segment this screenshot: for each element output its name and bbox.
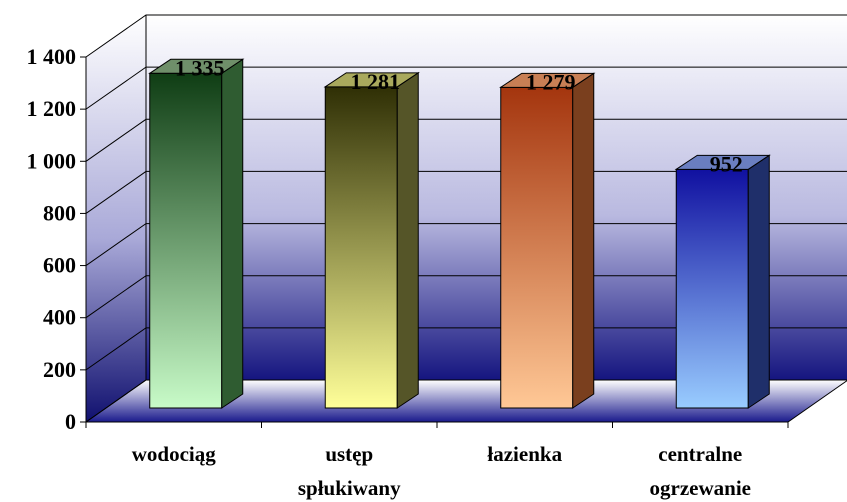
y-axis-tick-labels: 0 200 400 600 800 1 000 1 200 1 400: [27, 44, 77, 434]
bar-top: [148, 58, 245, 74]
bar-front: [675, 168, 749, 409]
bar-top: [674, 154, 771, 170]
bar-top: [323, 72, 420, 88]
data-label: 1 335: [175, 55, 225, 80]
x-tick-label: ustęp spłukiwany: [298, 442, 401, 500]
y-tick-label: 200: [43, 357, 76, 382]
data-label: 952: [710, 151, 743, 176]
bar-front: [500, 86, 574, 409]
bar-top: [499, 72, 596, 88]
bar: [323, 71, 420, 409]
data-labels: 1 335 1 281 1 279 952: [175, 55, 743, 176]
x-tick-label: centralne ogrzewanie: [650, 442, 751, 500]
bars: [148, 58, 771, 409]
x-tick-label: wodociąg: [132, 442, 217, 466]
bar-side: [396, 71, 419, 409]
bar-side: [572, 72, 595, 409]
bar-side: [747, 154, 770, 409]
data-label: 1 279: [526, 69, 576, 94]
x-axis-tick-labels: wodociąg ustęp spłukiwany łazienka centralne…: [132, 442, 751, 500]
y-tick-label: 0: [65, 409, 76, 434]
y-tick-label: 1 400: [27, 44, 77, 69]
bar-side: [221, 58, 244, 409]
bar: [148, 58, 245, 409]
y-tick-label: 1 000: [27, 148, 77, 173]
bar-front: [324, 86, 398, 409]
bar: [674, 154, 771, 409]
axes: [80, 15, 789, 428]
y-tick-label: 400: [43, 305, 76, 330]
bar-front: [149, 72, 223, 409]
y-tick-label: 600: [43, 253, 76, 278]
back-wall: [146, 15, 847, 380]
bar: [499, 72, 596, 409]
y-tick-label: 1 200: [27, 96, 77, 121]
side-wall: [86, 15, 146, 422]
y-tick-label: 800: [43, 200, 76, 225]
data-label: 1 281: [351, 69, 401, 94]
x-tick-label: łazienka: [487, 442, 562, 466]
